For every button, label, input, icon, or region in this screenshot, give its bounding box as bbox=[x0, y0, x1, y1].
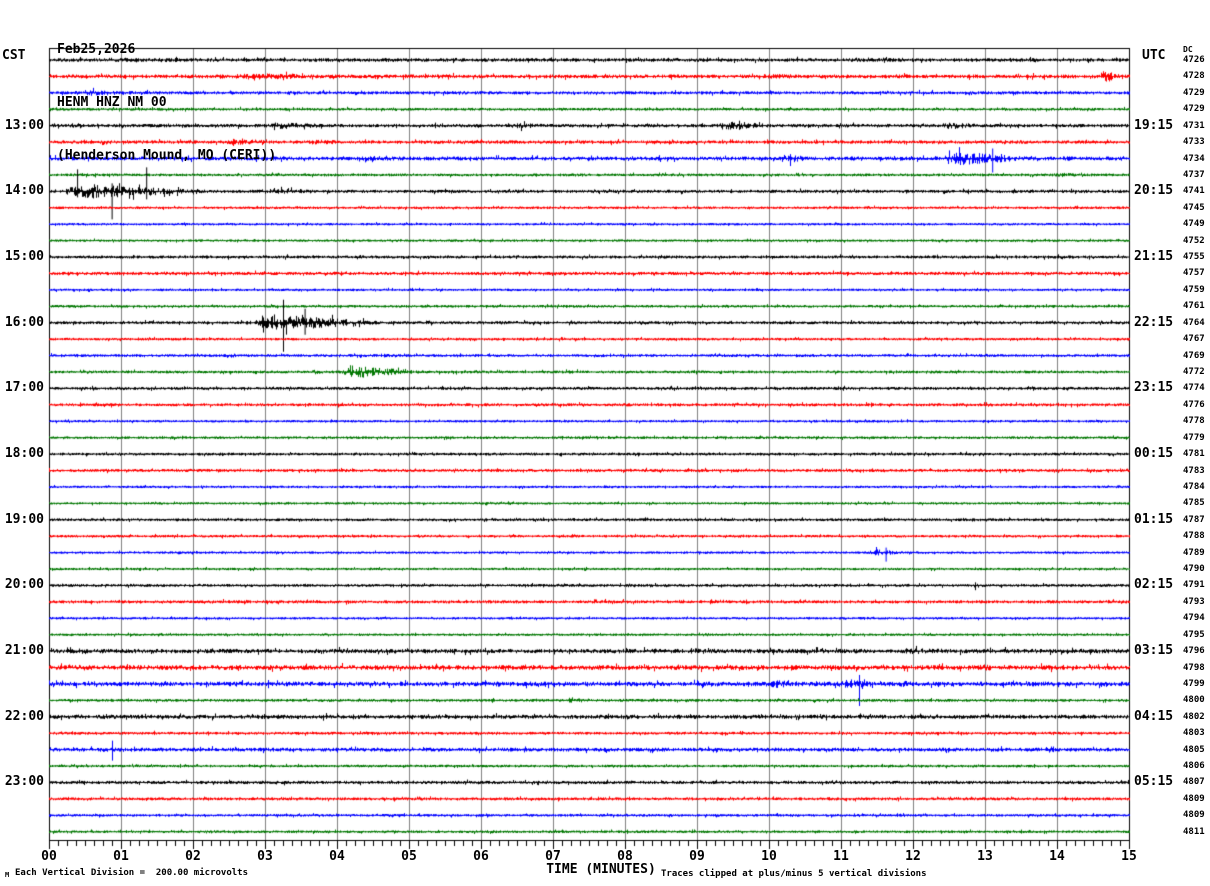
dc-value: 4778 bbox=[1183, 416, 1205, 427]
dc-value: 4757 bbox=[1183, 268, 1205, 279]
right-timezone-label: UTC bbox=[1142, 48, 1166, 63]
left-hour-label: 18:00 bbox=[4, 446, 44, 462]
dc-value: 4764 bbox=[1183, 317, 1205, 328]
dc-value: 4767 bbox=[1183, 334, 1205, 345]
dc-value: 4785 bbox=[1183, 498, 1205, 509]
dc-value: 4800 bbox=[1183, 695, 1205, 706]
dc-value: 4791 bbox=[1183, 580, 1205, 591]
dc-value: 4745 bbox=[1183, 202, 1205, 213]
dc-value: 4755 bbox=[1183, 252, 1205, 263]
dc-value: 4795 bbox=[1183, 629, 1205, 640]
dc-value: 4761 bbox=[1183, 301, 1205, 312]
left-hour-label: 23:00 bbox=[4, 774, 44, 790]
dc-value: 4729 bbox=[1183, 87, 1205, 98]
dc-value: 4781 bbox=[1183, 449, 1205, 460]
dc-value: 4726 bbox=[1183, 55, 1205, 65]
dc-value: 4793 bbox=[1183, 596, 1205, 607]
dc-value: 4759 bbox=[1183, 284, 1205, 295]
dc-value: 4769 bbox=[1183, 350, 1205, 361]
left-hour-label: 14:00 bbox=[4, 183, 44, 199]
x-tick-label: 03 bbox=[257, 849, 273, 864]
dc-value: 4728 bbox=[1183, 71, 1205, 82]
title-block: Feb25,2026 HENM HNZ NM 00 (Henderson Mou… bbox=[57, 4, 276, 182]
x-tick-label: 08 bbox=[617, 849, 633, 864]
x-tick-label: 14 bbox=[1049, 849, 1065, 864]
left-hour-label: 16:00 bbox=[4, 314, 44, 330]
title-date: Feb25,2026 bbox=[57, 42, 136, 57]
dc-value: 4787 bbox=[1183, 514, 1205, 525]
dc-value: 4729 bbox=[1183, 104, 1205, 115]
dc-value: 4807 bbox=[1183, 777, 1205, 788]
dc-value: 4806 bbox=[1183, 761, 1205, 772]
dc-value: 4733 bbox=[1183, 137, 1205, 148]
right-hour-label: 00:15 bbox=[1134, 446, 1174, 462]
dc-value: 4779 bbox=[1183, 432, 1205, 443]
dc-value: 4809 bbox=[1183, 810, 1205, 821]
left-hour-label: 21:00 bbox=[4, 643, 44, 659]
right-hour-label: 23:15 bbox=[1134, 380, 1174, 396]
x-tick-label: 01 bbox=[113, 849, 129, 864]
x-tick-label: 11 bbox=[833, 849, 849, 864]
left-hour-label: 13:00 bbox=[4, 117, 44, 133]
x-tick-label: 05 bbox=[401, 849, 417, 864]
right-hour-label: 04:15 bbox=[1134, 708, 1174, 724]
x-tick-label: 15 bbox=[1121, 849, 1137, 864]
right-hour-label: 05:15 bbox=[1134, 774, 1174, 790]
dc-value: 4809 bbox=[1183, 793, 1205, 804]
right-hour-label: 03:15 bbox=[1134, 643, 1174, 659]
dc-value: 4776 bbox=[1183, 399, 1205, 410]
dc-value: 4794 bbox=[1183, 613, 1205, 624]
right-hour-label: 02:15 bbox=[1134, 577, 1174, 593]
dc-value: 4772 bbox=[1183, 366, 1205, 377]
left-hour-label: 15:00 bbox=[4, 249, 44, 265]
clipping-note: Traces clipped at plus/minus 5 vertical … bbox=[661, 869, 927, 879]
dc-value: 4752 bbox=[1183, 235, 1205, 246]
x-tick-label: 09 bbox=[689, 849, 705, 864]
dc-value: 4788 bbox=[1183, 531, 1205, 542]
x-tick-label: 13 bbox=[977, 849, 993, 864]
corner-mark: M bbox=[5, 871, 10, 879]
right-hour-label: 01:15 bbox=[1134, 511, 1174, 527]
dc-value: 4799 bbox=[1183, 678, 1205, 689]
dc-value: 4749 bbox=[1183, 219, 1205, 230]
x-tick-label: 02 bbox=[185, 849, 201, 864]
left-hour-label: 19:00 bbox=[4, 511, 44, 527]
dc-column-header: DC bbox=[1183, 45, 1193, 54]
x-tick-label: 10 bbox=[761, 849, 777, 864]
dc-value: 4790 bbox=[1183, 564, 1205, 575]
dc-value: 4741 bbox=[1183, 186, 1205, 197]
right-hour-label: 19:15 bbox=[1134, 117, 1174, 133]
dc-value: 4784 bbox=[1183, 481, 1205, 492]
x-tick-label: 04 bbox=[329, 849, 345, 864]
dc-value: 4783 bbox=[1183, 465, 1205, 476]
right-hour-label: 22:15 bbox=[1134, 314, 1174, 330]
dc-value: 4731 bbox=[1183, 120, 1205, 131]
dc-value: 4774 bbox=[1183, 383, 1205, 394]
right-hour-label: 21:15 bbox=[1134, 249, 1174, 265]
dc-value: 4811 bbox=[1183, 826, 1205, 837]
x-tick-label: 12 bbox=[905, 849, 921, 864]
left-timezone-label: CST bbox=[2, 48, 26, 63]
dc-value: 4802 bbox=[1183, 711, 1205, 722]
dc-value: 4796 bbox=[1183, 646, 1205, 657]
dc-value: 4803 bbox=[1183, 728, 1205, 739]
vertical-scale-note: Each Vertical Division = 200.00 microvol… bbox=[15, 868, 248, 878]
right-hour-label: 20:15 bbox=[1134, 183, 1174, 199]
x-axis-title: TIME (MINUTES) bbox=[546, 862, 656, 877]
x-tick-label: 00 bbox=[41, 849, 57, 864]
left-hour-label: 17:00 bbox=[4, 380, 44, 396]
dc-value: 4737 bbox=[1183, 169, 1205, 180]
x-tick-label: 06 bbox=[473, 849, 489, 864]
title-station-code: HENM HNZ NM 00 bbox=[57, 95, 167, 110]
dc-value: 4789 bbox=[1183, 547, 1205, 558]
left-hour-label: 22:00 bbox=[4, 708, 44, 724]
title-station-location: (Henderson Mound, MO (CERI)) bbox=[57, 148, 277, 163]
dc-value: 4805 bbox=[1183, 744, 1205, 755]
dc-value: 4734 bbox=[1183, 153, 1205, 164]
dc-value: 4798 bbox=[1183, 662, 1205, 673]
x-tick-label: 07 bbox=[545, 849, 561, 864]
left-hour-label: 20:00 bbox=[4, 577, 44, 593]
